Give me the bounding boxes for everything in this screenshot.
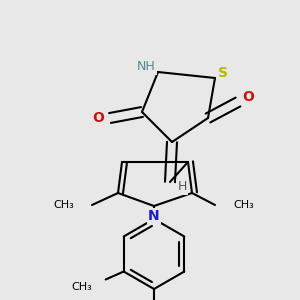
Text: CH₃: CH₃ xyxy=(71,283,92,292)
Text: CH₃: CH₃ xyxy=(233,200,254,210)
Text: S: S xyxy=(218,66,228,80)
Text: H: H xyxy=(177,181,187,194)
Text: CH₃: CH₃ xyxy=(53,200,74,210)
Text: O: O xyxy=(92,111,104,125)
Text: O: O xyxy=(242,90,254,104)
Text: N: N xyxy=(148,209,160,223)
Text: NH: NH xyxy=(136,61,155,74)
